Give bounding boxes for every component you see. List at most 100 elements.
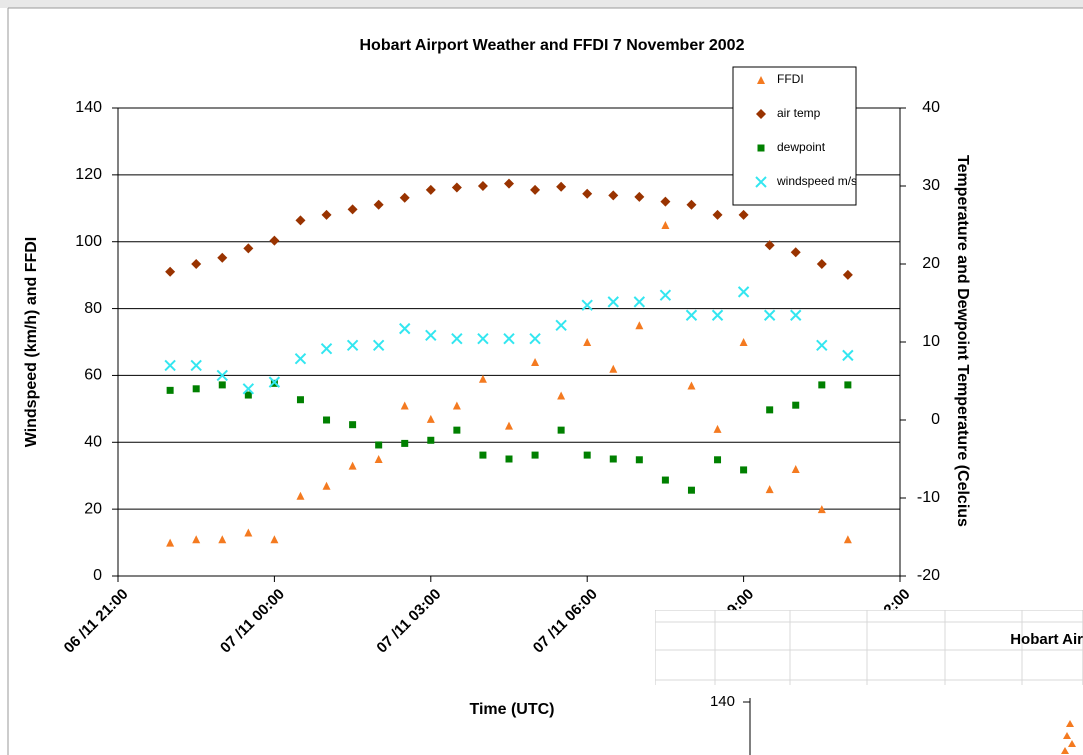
legend-marker (755, 176, 767, 188)
y-tick-label: 20 (84, 500, 102, 517)
data-point (479, 451, 487, 459)
data-point (503, 332, 515, 345)
data-point (192, 535, 201, 544)
y-tick-label: 100 (75, 233, 102, 250)
data-point (375, 441, 383, 449)
data-point (766, 406, 774, 414)
data-point (659, 289, 672, 301)
data-point (737, 286, 750, 298)
data-point (323, 416, 331, 424)
legend-marker (756, 109, 766, 119)
data-point (268, 376, 281, 388)
legend-label: windspeed m/s (776, 174, 857, 188)
data-point (347, 204, 358, 215)
data-point (399, 192, 410, 203)
data-point (842, 349, 854, 362)
data-point (269, 235, 280, 246)
data-point (243, 243, 254, 254)
data-point (453, 426, 461, 434)
data-point (217, 252, 228, 263)
background-tick: 140 (710, 693, 735, 710)
data-point (633, 296, 646, 308)
data-point (711, 309, 724, 321)
data-point (296, 396, 304, 404)
data-point (661, 476, 669, 484)
data-point (816, 339, 828, 352)
y2-tick-label: -20 (917, 567, 940, 584)
data-point (477, 332, 489, 345)
x-tick-label: 06 /11 21:00 (61, 586, 132, 657)
data-point (816, 259, 827, 269)
data-point (294, 353, 307, 365)
y-tick-label: 80 (84, 300, 102, 317)
data-point (427, 436, 435, 444)
data-point (843, 535, 852, 544)
data-point (530, 184, 541, 195)
data-point (581, 299, 593, 311)
background-title: Hobart Air (1010, 631, 1083, 648)
data-point (270, 535, 279, 544)
x-tick-label: 07 /11 00:00 (217, 586, 288, 657)
data-point (400, 401, 409, 410)
data-point (685, 309, 698, 321)
data-point (244, 528, 253, 537)
data-point (401, 439, 409, 447)
data-point (791, 465, 800, 474)
data-point (790, 247, 801, 258)
data-point (608, 190, 619, 201)
data-point (242, 383, 255, 395)
data-point (166, 386, 174, 394)
data-point (165, 266, 176, 277)
data-point (372, 339, 385, 352)
data-point (531, 451, 539, 459)
legend-marker (757, 76, 765, 84)
data-point (451, 182, 462, 193)
x-tick-label: 07 /11 06:00 (530, 586, 601, 657)
data-point (296, 491, 305, 500)
data-point (452, 401, 461, 410)
data-point (218, 381, 226, 389)
data-point (686, 199, 697, 210)
data-point (714, 456, 722, 464)
y-tick-label: 60 (84, 367, 102, 384)
data-point (557, 426, 565, 434)
data-point (346, 339, 359, 352)
data-point (582, 188, 593, 199)
legend-label: dewpoint (777, 140, 826, 154)
data-point (399, 322, 411, 335)
data-point (477, 181, 488, 191)
data-point (166, 538, 175, 547)
data-point (216, 369, 228, 382)
data-point (817, 505, 826, 514)
data-point (529, 332, 541, 345)
legend-box (732, 66, 857, 206)
x-axis-label: Time (UTC) (469, 701, 554, 718)
y-tick-label: 120 (75, 166, 102, 183)
data-point (842, 269, 853, 280)
data-point (505, 455, 513, 463)
data-point (426, 414, 435, 423)
data-point (556, 181, 567, 192)
data-point (505, 421, 513, 430)
background-window: Hobart Air 140 (654, 609, 1083, 755)
data-point (373, 199, 384, 210)
data-point (348, 461, 357, 470)
data-point (320, 342, 333, 355)
data-point (478, 374, 487, 383)
data-point (764, 240, 775, 251)
data-point (792, 401, 800, 409)
y-tick-label: 40 (84, 434, 102, 451)
y-tick-label: 140 (75, 99, 102, 116)
y2-axis-label: Temperature and Dewpoint Temperature (Ce… (954, 155, 971, 527)
y2-tick-label: -10 (917, 489, 940, 506)
data-point (738, 209, 749, 220)
data-point (190, 359, 202, 372)
data-point (191, 259, 202, 269)
y-tick-label: 0 (93, 567, 102, 584)
data-point (164, 359, 176, 372)
data-point (687, 486, 695, 494)
chart-title: Hobart Airport Weather and FFDI 7 Novemb… (360, 37, 745, 54)
data-point (635, 321, 644, 330)
data-point (321, 209, 332, 220)
